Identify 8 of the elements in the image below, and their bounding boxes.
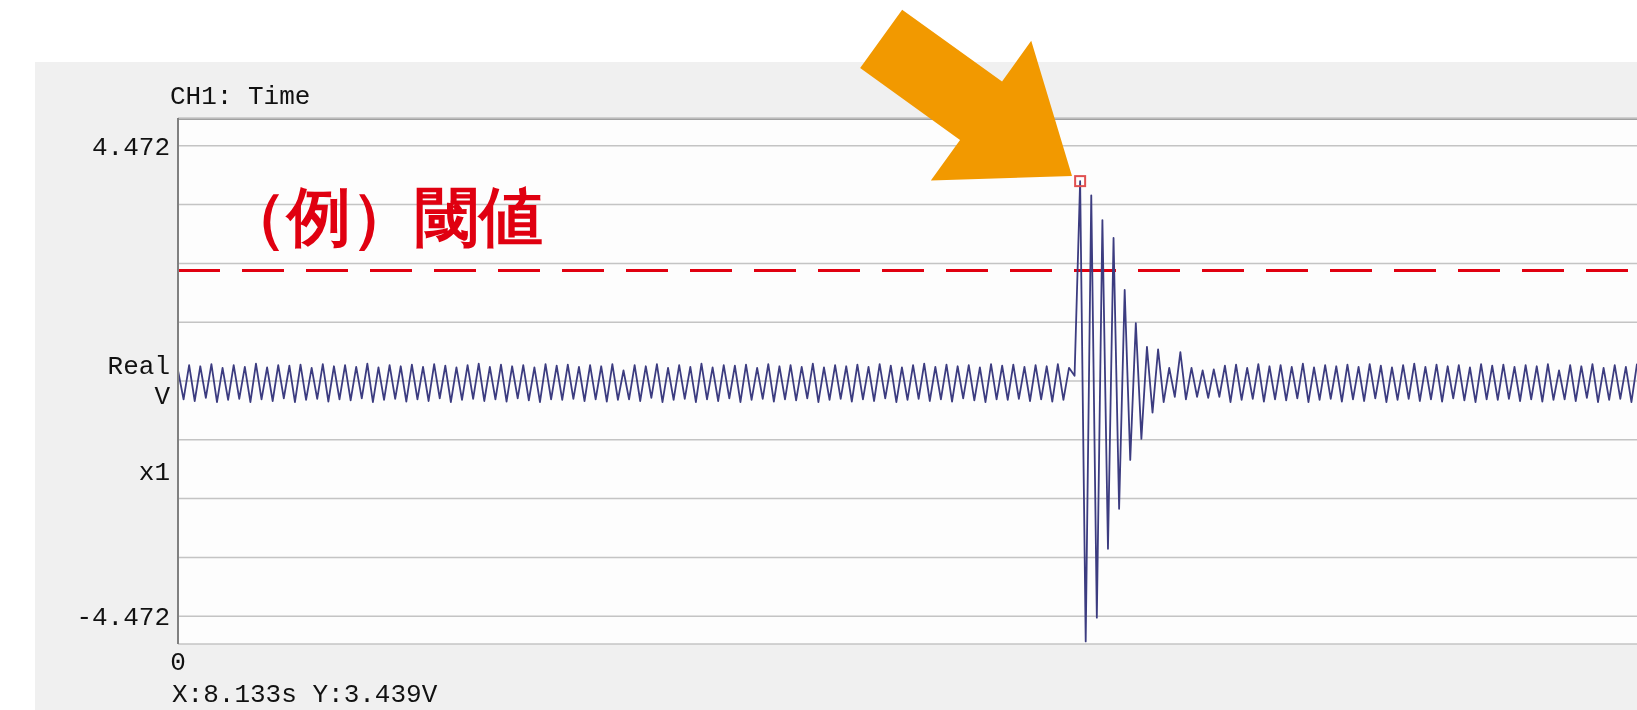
text: x1	[137, 458, 170, 488]
y-axis-title: Real V	[106, 352, 170, 412]
ref-line-label: （例）閾値	[223, 179, 543, 254]
chart-title: CH1: Time	[170, 82, 311, 112]
y-tick-label: 4.472	[91, 133, 170, 163]
y-tick-label: -4.472	[76, 603, 170, 634]
x-tick-label: 0	[170, 648, 186, 679]
text: X:8.133s Y:3.439V	[172, 680, 438, 710]
